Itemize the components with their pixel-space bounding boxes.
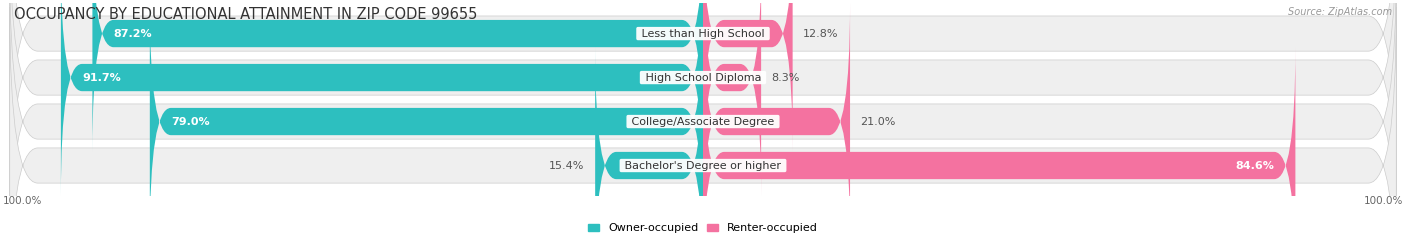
FancyBboxPatch shape: [595, 47, 703, 233]
Text: College/Associate Degree: College/Associate Degree: [628, 116, 778, 127]
FancyBboxPatch shape: [703, 47, 1295, 233]
Text: OCCUPANCY BY EDUCATIONAL ATTAINMENT IN ZIP CODE 99655: OCCUPANCY BY EDUCATIONAL ATTAINMENT IN Z…: [14, 7, 478, 22]
FancyBboxPatch shape: [10, 0, 1396, 192]
Text: 79.0%: 79.0%: [172, 116, 209, 127]
FancyBboxPatch shape: [703, 0, 793, 152]
FancyBboxPatch shape: [703, 0, 761, 196]
Text: 15.4%: 15.4%: [550, 161, 585, 171]
Text: Source: ZipAtlas.com: Source: ZipAtlas.com: [1288, 7, 1392, 17]
Text: 8.3%: 8.3%: [772, 72, 800, 82]
FancyBboxPatch shape: [10, 0, 1396, 233]
Text: 87.2%: 87.2%: [114, 29, 152, 39]
Text: 91.7%: 91.7%: [82, 72, 121, 82]
FancyBboxPatch shape: [10, 7, 1396, 233]
Legend: Owner-occupied, Renter-occupied: Owner-occupied, Renter-occupied: [588, 223, 818, 233]
FancyBboxPatch shape: [703, 3, 851, 233]
FancyBboxPatch shape: [93, 0, 703, 152]
FancyBboxPatch shape: [10, 0, 1396, 233]
Text: 21.0%: 21.0%: [860, 116, 896, 127]
FancyBboxPatch shape: [60, 0, 703, 196]
Text: 100.0%: 100.0%: [1364, 196, 1403, 206]
Text: High School Diploma: High School Diploma: [641, 72, 765, 82]
Text: 84.6%: 84.6%: [1236, 161, 1274, 171]
Text: Bachelor's Degree or higher: Bachelor's Degree or higher: [621, 161, 785, 171]
FancyBboxPatch shape: [150, 3, 703, 233]
Text: 100.0%: 100.0%: [3, 196, 42, 206]
Text: 12.8%: 12.8%: [803, 29, 838, 39]
Text: Less than High School: Less than High School: [638, 29, 768, 39]
